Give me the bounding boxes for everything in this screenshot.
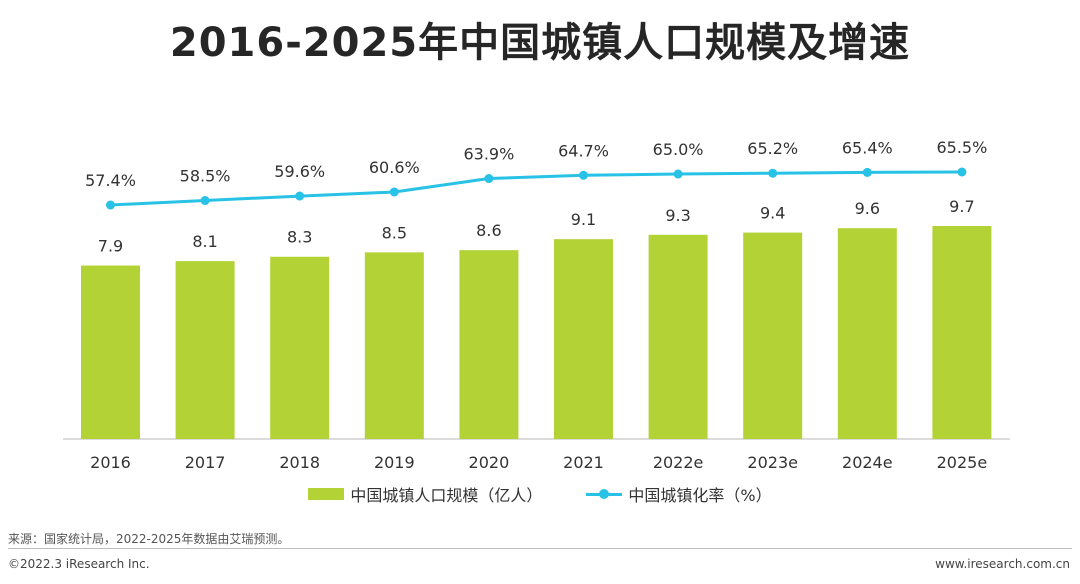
x-tick-2021: 2021 xyxy=(563,453,604,472)
x-tick-2020: 2020 xyxy=(469,453,510,472)
rate-point-2018 xyxy=(295,191,305,201)
bar-2022e xyxy=(648,234,708,439)
rate-point-2022e xyxy=(673,169,683,179)
rate-label-2022e: 65.0% xyxy=(653,140,704,159)
bar-2021 xyxy=(554,239,613,439)
bar-label-2017: 8.1 xyxy=(192,232,217,251)
rate-label-2018: 59.6% xyxy=(274,162,325,181)
legend-swatch-bar xyxy=(308,488,345,500)
bar-2017 xyxy=(175,261,235,439)
bar-2019 xyxy=(364,252,424,439)
rate-label-2019: 60.6% xyxy=(369,158,420,177)
x-tick-2023e: 2023e xyxy=(747,453,798,472)
rate-point-2017 xyxy=(200,196,210,206)
rate-label-2017: 58.5% xyxy=(180,167,231,186)
footer-divider xyxy=(8,548,1072,549)
rate-point-2021 xyxy=(579,170,588,180)
bar-label-2018: 8.3 xyxy=(287,228,312,247)
bar-2016 xyxy=(81,265,140,439)
rate-label-2023e: 65.2% xyxy=(747,139,798,158)
legend-item-bar: 中国城镇人口规模（亿人） xyxy=(308,482,542,506)
bar-label-2019: 8.5 xyxy=(382,223,407,242)
legend-item-line: 中国城镇化率（%） xyxy=(586,482,772,506)
rate-point-2025e xyxy=(957,167,967,177)
bar-label-2022e: 9.3 xyxy=(665,206,690,225)
bar-2020 xyxy=(459,250,519,439)
x-tick-2016: 2016 xyxy=(90,453,131,472)
rate-label-2025e: 65.5% xyxy=(936,138,987,157)
rate-point-2020 xyxy=(484,174,494,184)
bar-2018 xyxy=(270,256,330,439)
website: www.iresearch.com.cn xyxy=(935,557,1070,571)
copyright: ©2022.3 iResearch Inc. xyxy=(8,557,150,571)
rate-point-2016 xyxy=(106,200,115,210)
bar-2023e xyxy=(743,232,803,439)
x-tick-2022e: 2022e xyxy=(653,453,704,472)
legend-label-line: 中国城镇化率（%） xyxy=(628,486,772,505)
chart-plot: 7.9 8.1 8.3 8.5 8.6 9.1 9.3 9.4 9.6 9.7 57.4% 58.5… xyxy=(63,138,1010,472)
source-note: 来源：国家统计局，2022-2025年数据由艾瑞预测。 xyxy=(8,532,290,546)
bar-2024e xyxy=(837,228,897,439)
bar-2025e xyxy=(932,226,992,439)
rate-label-2021: 64.7% xyxy=(558,141,609,160)
bar-label-2020: 8.6 xyxy=(476,221,501,240)
rate-label-2020: 63.9% xyxy=(463,145,514,164)
rate-point-2023e xyxy=(768,168,778,178)
x-tick-2019: 2019 xyxy=(374,453,415,472)
rate-label-2024e: 65.4% xyxy=(842,138,893,157)
bar-label-2023e: 9.4 xyxy=(760,204,785,223)
rate-point-2019 xyxy=(389,187,399,197)
x-tick-2018: 2018 xyxy=(279,453,320,472)
bar-label-2021: 9.1 xyxy=(571,210,596,229)
chart-title: 2016-2025年中国城镇人口规模及增速 xyxy=(169,20,911,66)
rate-point-2024e xyxy=(862,167,872,177)
bar-label-2024e: 9.6 xyxy=(855,199,880,218)
x-tick-2024e: 2024e xyxy=(842,453,893,472)
rate-label-2016: 57.4% xyxy=(85,171,136,190)
x-tick-2017: 2017 xyxy=(185,453,226,472)
rate-line xyxy=(110,170,962,207)
x-tick-2025e: 2025e xyxy=(937,453,988,472)
bar-label-2025e: 9.7 xyxy=(949,197,974,216)
bar-label-2016: 7.9 xyxy=(98,237,123,256)
legend-swatch-line xyxy=(586,488,623,500)
legend-label-bar: 中国城镇人口规模（亿人） xyxy=(350,486,543,505)
legend: 中国城镇人口规模（亿人） 中国城镇化率（%） xyxy=(0,482,1080,506)
